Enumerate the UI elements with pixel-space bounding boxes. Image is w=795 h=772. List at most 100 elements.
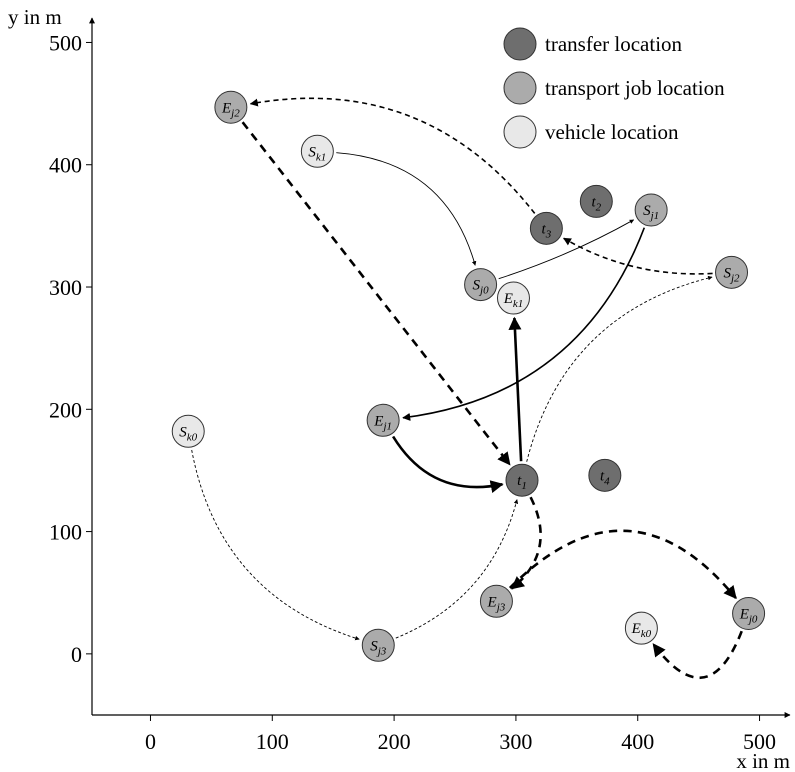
y-tick-label: 300 [49, 275, 82, 300]
location-label: Ej2 [221, 100, 240, 119]
path-t1-to-Ek1 [508, 316, 523, 462]
location-label-main: t [517, 473, 522, 489]
location-label-main: S [723, 265, 731, 281]
location-label: Ek1 [503, 291, 524, 310]
location-label-sub: 1 [521, 480, 527, 492]
location-Ej0: Ej0 [732, 597, 766, 631]
transfer-location-marker [579, 184, 613, 218]
path-Sk1-to-Sj0 [336, 152, 477, 266]
location-Sj0: Sj0 [464, 268, 498, 302]
y-tick-label: 100 [49, 520, 82, 545]
location-label-main: E [503, 291, 513, 307]
legend-label: transport job location [545, 76, 725, 100]
location-label: Sj1 [643, 203, 659, 222]
location-label-main: t [591, 194, 596, 210]
job-location-marker [479, 584, 513, 618]
job-location-marker [464, 268, 498, 302]
path-t1-to-Sj2 [526, 275, 713, 462]
location-t2: t2 [579, 184, 613, 218]
location-label-main: E [631, 621, 641, 637]
transfer-location-marker [529, 211, 563, 245]
location-label: t4 [600, 468, 610, 487]
y-tick-label: 200 [49, 397, 82, 422]
path-Ej1-to-t1 [391, 435, 504, 494]
location-label: Ej0 [739, 607, 758, 626]
location-label-main: S [473, 278, 481, 294]
path-Ej2-to-t1 [241, 121, 511, 466]
location-label-sub: j0 [747, 614, 758, 626]
location-label: Sk1 [308, 144, 326, 163]
location-t1: t1 [505, 463, 539, 497]
path-Sj2-to-t3 [563, 237, 713, 275]
location-label-main: S [179, 424, 187, 440]
location-Ek1: Ek1 [496, 281, 530, 315]
job-location-marker [732, 597, 766, 631]
location-label-sub: 4 [604, 475, 610, 487]
legend-label: transfer location [545, 32, 683, 56]
job-location-marker [634, 193, 668, 227]
y-tick-label: 500 [49, 30, 82, 55]
x-tick-label: 0 [145, 729, 156, 754]
legend: transfer location transport job location v… [503, 27, 725, 149]
location-label: t3 [542, 221, 552, 240]
location-Sj2: Sj2 [715, 255, 749, 289]
path-Sj0-to-Sj1 [498, 219, 635, 280]
location-Sj3: Sj3 [361, 628, 395, 662]
job-location-marker [366, 403, 400, 437]
location-label: Ej1 [373, 413, 392, 432]
legend-marker [503, 27, 537, 61]
location-label-sub: j1 [381, 420, 392, 432]
location-label-main: t [600, 468, 605, 484]
location-label: Sk0 [179, 424, 197, 443]
location-label-sub: 3 [545, 228, 552, 240]
y-axis-label: y in m [8, 5, 62, 29]
path-Sj1-to-Ej1 [402, 227, 646, 421]
location-Sk0: Sk0 [171, 414, 205, 448]
vehicle-location-marker [496, 281, 530, 315]
location-label: Sj3 [370, 638, 387, 657]
location-label-sub: j3 [495, 601, 506, 613]
location-label-sub: j1 [649, 210, 660, 222]
location-label-main: E [221, 100, 231, 116]
transfer-location-marker [588, 458, 622, 492]
vehicle-location-marker [300, 134, 334, 168]
job-location-marker [214, 90, 248, 124]
location-Sj1: Sj1 [634, 193, 668, 227]
location-t4: t4 [588, 458, 622, 492]
location-label: t2 [591, 194, 601, 213]
x-tick-label: 300 [499, 729, 532, 754]
location-Sk1: Sk1 [300, 134, 334, 168]
location-label-sub: j0 [478, 285, 489, 297]
location-Ej3: Ej3 [479, 584, 513, 618]
legend-marker [503, 115, 537, 149]
location-label: Ek0 [631, 621, 652, 640]
location-label: t1 [517, 473, 527, 492]
location-label: Sj0 [473, 278, 490, 297]
transfer-location-marker [505, 463, 539, 497]
legend-label: vehicle location [545, 120, 679, 144]
location-label-main: S [370, 638, 378, 654]
path-Ej0-to-Ek0 [652, 630, 743, 680]
location-label-sub: k1 [513, 298, 523, 310]
location-label-main: t [542, 221, 547, 237]
vehicle-location-marker [171, 414, 205, 448]
location-label-sub: j2 [229, 107, 240, 119]
x-axis-label: x in m [736, 749, 790, 772]
x-tick-label: 200 [378, 729, 411, 754]
location-label-sub: k1 [316, 151, 326, 163]
location-Ej1: Ej1 [366, 403, 400, 437]
x-tick-label: 400 [621, 729, 654, 754]
location-t3: t3 [529, 211, 563, 245]
location-label-sub: 2 [596, 201, 602, 213]
location-label: Sj2 [723, 265, 740, 284]
y-tick-label: 0 [71, 642, 82, 667]
location-label-sub: k0 [187, 431, 198, 443]
location-label-main: E [373, 413, 383, 429]
x-tick-label: 500 [743, 729, 776, 754]
path-Sk0-to-Sj3 [191, 449, 360, 641]
x-tick-label: 100 [256, 729, 289, 754]
path-Ej3-to-Ej0 [508, 529, 737, 600]
legend-marker [503, 71, 537, 105]
